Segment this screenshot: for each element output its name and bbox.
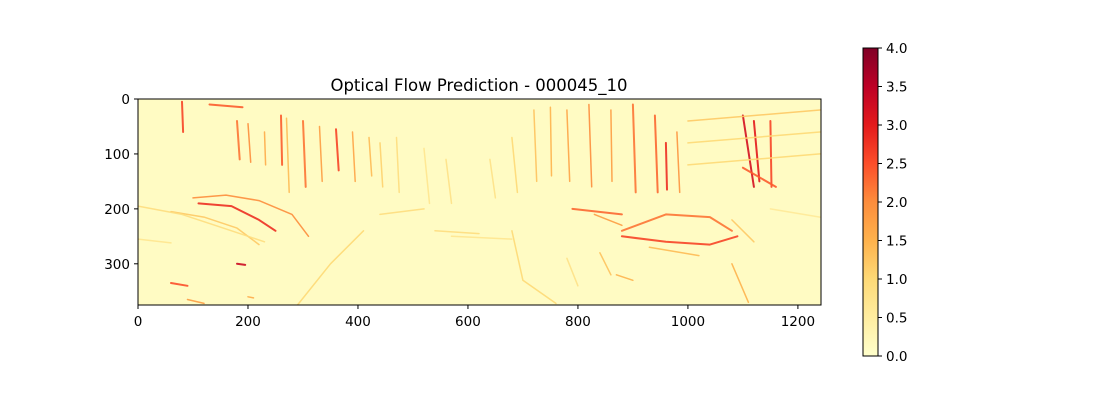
x-tick-label: 800 <box>565 314 591 330</box>
flow-magnitude-features <box>138 100 821 305</box>
x-tick-label: 200 <box>235 314 261 330</box>
flow-edge-feature <box>445 158 453 205</box>
flow-edge-feature <box>687 131 821 144</box>
flow-edge-feature <box>676 131 681 194</box>
flow-edge-feature <box>296 230 365 305</box>
flow-edge-feature <box>620 213 733 232</box>
flow-edge-feature <box>236 120 241 161</box>
flow-edge-feature <box>571 207 623 216</box>
flow-edge-feature <box>648 246 700 257</box>
flow-edge-feature <box>335 128 340 172</box>
flow-edge-feature <box>741 166 777 188</box>
flow-edge-feature <box>731 263 750 304</box>
colorbar-ticks: 0.0 0.5 1.0 1.5 2.0 2.5 3.0 3.5 4.0 <box>878 41 907 365</box>
y-axis: 0 100 200 300 <box>104 92 138 273</box>
flow-edge-feature <box>752 120 761 183</box>
chart-title: Optical Flow Prediction - 000045_10 <box>330 76 627 96</box>
colorbar-tick-label: 2.5 <box>886 157 907 173</box>
colorbar: 0.0 0.5 1.0 1.5 2.0 2.5 3.0 3.5 4.0 <box>862 41 907 365</box>
colorbar-tick-label: 2.0 <box>886 195 907 211</box>
flow-edge-feature <box>631 103 637 194</box>
flow-edge-feature <box>138 238 172 244</box>
flow-edge-feature <box>197 202 277 232</box>
y-tick-label: 0 <box>121 92 130 108</box>
flow-edge-feature <box>489 158 497 199</box>
y-tick-label: 200 <box>104 202 130 218</box>
y-tick-label: 300 <box>104 257 130 273</box>
x-tick-label: 1000 <box>671 314 705 330</box>
x-tick-label: 0 <box>134 314 143 330</box>
flow-edge-feature <box>170 282 189 287</box>
flow-edge-feature <box>285 117 290 194</box>
flow-edge-feature <box>566 257 579 287</box>
flow-edge-feature <box>566 109 571 183</box>
flow-edge-feature <box>379 142 384 188</box>
flow-edge-feature <box>769 208 821 218</box>
plot-frame <box>137 98 822 306</box>
flow-edge-feature <box>687 109 821 122</box>
flow-edge-feature <box>423 147 431 205</box>
flow-edge-feature <box>318 125 323 183</box>
colorbar-tick-label: 3.0 <box>886 118 907 134</box>
flow-edge-feature <box>236 262 247 266</box>
colorbar-tick-label: 1.5 <box>886 234 907 250</box>
flow-edge-feature <box>138 205 266 243</box>
x-tick-label: 600 <box>455 314 481 330</box>
x-tick-label: 1200 <box>781 314 815 330</box>
flow-edge-feature <box>769 120 773 188</box>
colorbar-tick-label: 0.0 <box>886 349 907 365</box>
flow-edge-feature <box>731 219 755 243</box>
flow-edge-feature <box>208 103 244 109</box>
flow-edge-feature <box>511 136 519 194</box>
flow-edge-feature <box>302 120 307 188</box>
flow-edge-feature <box>610 109 613 183</box>
heatmap-plot-area <box>137 98 822 306</box>
flow-edge-feature <box>186 298 205 305</box>
flow-edge-feature <box>593 213 623 227</box>
flow-edge-feature <box>247 296 255 299</box>
flow-edge-feature <box>395 136 400 194</box>
flow-edge-feature <box>664 141 668 191</box>
colorbar-tick-label: 4.0 <box>886 41 907 57</box>
flow-edge-feature <box>192 194 310 238</box>
colorbar-tick-label: 3.5 <box>886 80 907 96</box>
flow-edge-feature <box>549 106 553 177</box>
flow-edge-feature <box>263 131 267 166</box>
heatmap-background <box>138 99 821 305</box>
y-tick-label: 100 <box>104 147 130 163</box>
colorbar-tick-label: 0.5 <box>886 311 907 327</box>
flow-edge-feature <box>511 230 557 305</box>
flow-edge-feature <box>588 103 593 188</box>
flow-edge-feature <box>599 252 612 276</box>
x-tick-label: 400 <box>345 314 371 330</box>
x-axis: 0 200 400 600 800 1000 1200 <box>134 305 815 330</box>
flow-edge-feature <box>247 122 252 163</box>
flow-edge-feature <box>368 136 373 177</box>
flow-edge-feature <box>687 153 821 166</box>
flow-edge-feature <box>181 100 185 133</box>
flow-edge-feature <box>379 208 425 216</box>
flow-edge-feature <box>351 131 356 183</box>
flow-edge-feature <box>653 114 659 194</box>
flow-edge-feature <box>533 109 538 183</box>
flow-edge-feature <box>434 230 480 235</box>
flow-edge-feature <box>615 274 634 282</box>
flow-edge-feature <box>280 114 284 166</box>
flow-edge-feature <box>620 235 739 246</box>
colorbar-fill <box>863 48 878 356</box>
flow-edge-feature <box>450 235 513 240</box>
flow-edge-feature <box>741 114 755 188</box>
colorbar-tick-label: 1.0 <box>886 272 907 288</box>
